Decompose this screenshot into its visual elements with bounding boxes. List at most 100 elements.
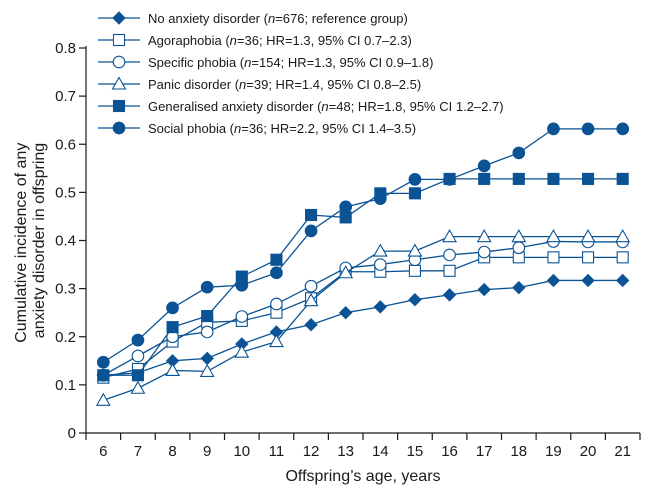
data-point [304, 279, 318, 293]
data-point [512, 146, 526, 160]
data-point [408, 173, 422, 186]
y-tick-label: 0.7 [55, 88, 76, 105]
data-point [512, 241, 526, 255]
y-axis-title-line-1: Cumulative incidence of any [13, 143, 30, 343]
data-point [443, 248, 456, 262]
data-point [339, 200, 353, 214]
legend-marker [112, 121, 126, 135]
legend-marker [112, 55, 126, 69]
data-point [270, 266, 283, 280]
data-point [547, 122, 560, 136]
legend-item-5: Social phobia (n=36; HR=2.2, 95% CI 1.4–… [98, 121, 416, 136]
data-point [165, 362, 181, 376]
legend-item-2: Specific phobia (n=154; HR=1.3, 95% CI 0… [98, 55, 433, 70]
data-point [547, 251, 560, 264]
legend-label: Generalised anxiety disorder (n=48; HR=1… [148, 99, 504, 114]
y-tick-label: 0.1 [55, 377, 76, 394]
data-point [201, 310, 214, 323]
data-point [200, 280, 214, 294]
series-line [103, 256, 623, 379]
series-line [103, 279, 623, 376]
data-point [545, 229, 561, 243]
series-1 [97, 251, 629, 384]
series-3 [95, 229, 631, 406]
x-tick-label: 20 [580, 443, 597, 460]
y-tick-label: 0.3 [55, 281, 76, 298]
data-point [580, 229, 596, 243]
data-point [442, 229, 458, 243]
data-point [478, 172, 491, 185]
data-point [408, 187, 421, 200]
y-tick-label: 0 [68, 425, 76, 442]
data-point [373, 300, 388, 314]
x-tick-label: 21 [614, 443, 631, 460]
data-point [512, 280, 526, 295]
x-tick-label: 14 [372, 443, 389, 460]
series-line [102, 240, 623, 376]
data-point [166, 301, 179, 315]
legend-item-1: Agoraphobia (n=36; HR=1.3, 95% CI 0.7–2.… [98, 33, 412, 48]
data-point [235, 278, 249, 292]
data-point [234, 344, 250, 358]
data-point [235, 310, 249, 323]
data-point [511, 229, 527, 243]
data-point [270, 253, 283, 266]
legend-marker [112, 11, 126, 25]
data-point [372, 243, 388, 257]
legend-label: Social phobia (n=36; HR=2.2, 95% CI 1.4–… [148, 121, 416, 136]
data-point [582, 251, 595, 264]
chart-legend: No anxiety disorder (n=676; reference gr… [98, 11, 504, 136]
data-point [581, 122, 595, 136]
legend-marker [111, 76, 127, 90]
data-point [130, 380, 146, 394]
y-axis-title: Cumulative incidence of any anxiety diso… [13, 138, 48, 343]
chart-axes: 0 0.1 0.2 0.3 0.4 0.5 0.6 0.7 0.8 6 7 8 9 10 11 12 13 14 1… [55, 40, 641, 460]
data-point [305, 208, 318, 222]
data-point [547, 172, 560, 185]
data-point [408, 264, 421, 277]
data-point [200, 325, 214, 339]
y-tick-label: 0.2 [55, 329, 76, 346]
data-point [131, 333, 145, 347]
data-point [581, 273, 595, 288]
series-2 [96, 235, 630, 382]
x-tick-label: 19 [545, 443, 562, 460]
legend-marker [112, 33, 126, 47]
y-tick-label: 0.4 [55, 233, 76, 250]
x-tick-label: 10 [233, 443, 250, 460]
data-point [131, 349, 145, 363]
chart-series-layer [95, 122, 631, 406]
series-line [103, 178, 623, 376]
data-point [97, 369, 110, 382]
x-tick-label: 18 [510, 443, 527, 460]
data-point [616, 172, 629, 185]
data-point [443, 264, 456, 277]
y-tick-label: 0.6 [55, 136, 76, 153]
x-tick-label: 6 [99, 443, 107, 460]
data-point [442, 288, 457, 302]
data-point [96, 355, 110, 369]
data-point [477, 245, 491, 259]
data-point [200, 351, 214, 366]
x-tick-label: 17 [476, 443, 493, 460]
data-point [408, 292, 422, 307]
series-4 [97, 172, 629, 382]
data-point [615, 273, 630, 288]
x-tick-label: 7 [134, 443, 142, 460]
data-point [477, 159, 491, 173]
x-tick-label: 11 [269, 443, 285, 460]
data-point [443, 173, 456, 186]
data-point [616, 122, 630, 136]
x-tick-label: 8 [168, 443, 176, 460]
data-point [270, 297, 283, 311]
series-5 [96, 122, 630, 369]
x-axis-title: Offspring’s age, years [285, 468, 440, 485]
legend-item-3: Panic disorder (n=39; HR=1.4, 95% CI 0.8… [98, 76, 421, 92]
legend-label: Specific phobia (n=154; HR=1.3, 95% CI 0… [148, 55, 433, 70]
data-point [512, 172, 525, 185]
data-point [304, 224, 318, 238]
x-tick-label: 12 [303, 443, 320, 460]
data-point [616, 251, 629, 264]
legend-label: No anxiety disorder (n=676; reference gr… [148, 11, 408, 26]
